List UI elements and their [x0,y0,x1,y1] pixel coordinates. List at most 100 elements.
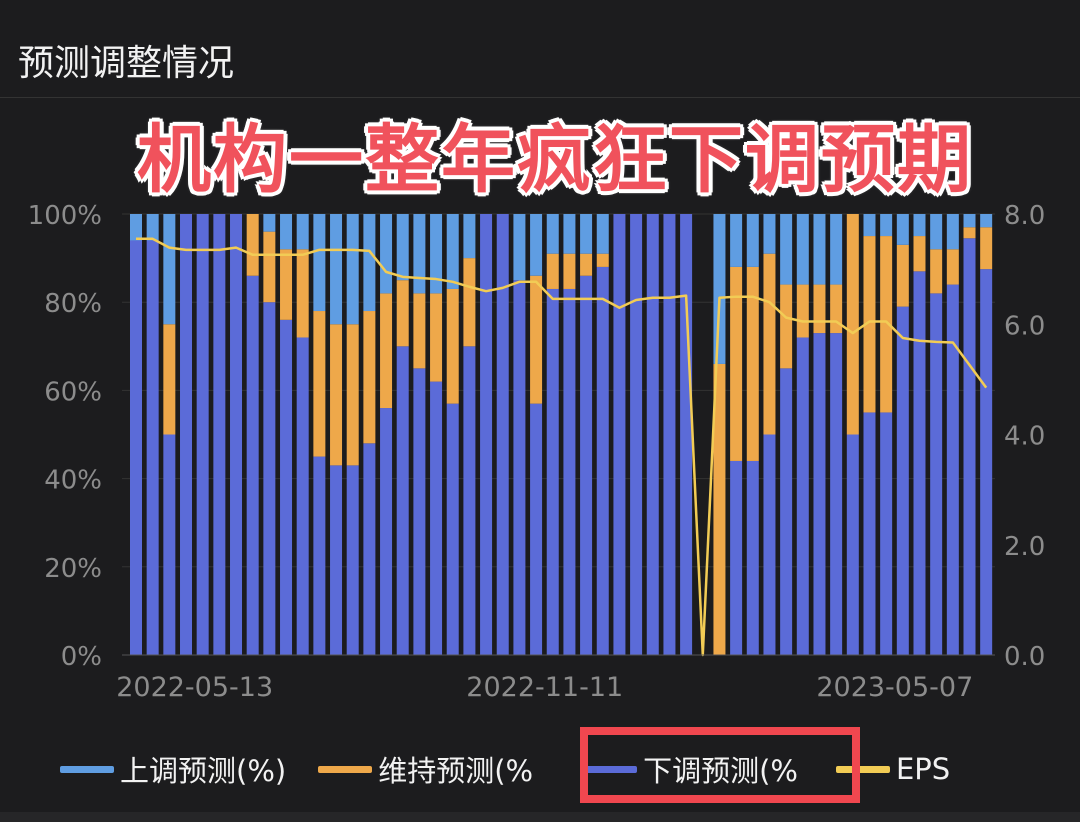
bar-down [646,214,659,655]
bar-up [763,214,776,254]
legend-item-up[interactable]: 上调预测(%) [60,748,286,790]
bar-down [863,412,876,655]
bar-down [480,214,493,655]
bar-down [813,333,826,655]
bar-down [346,465,359,655]
bar-down [396,346,409,655]
bar-up [513,214,526,281]
bar-down [830,333,843,655]
y-right-tick-label: 6.0 [1004,311,1045,341]
bar-up [530,214,543,276]
bar-maintain [396,280,409,347]
bar-down [363,443,376,655]
bar-down [730,460,743,655]
x-tick-label: 2023-05-07 [816,672,973,703]
legend-item-maintain[interactable]: 维持预测(% [318,748,533,790]
bar-down [430,381,443,655]
bar-maintain [763,253,776,435]
bar-maintain [813,284,826,334]
bar-down [330,465,343,655]
bar-up [813,214,826,285]
bar-down [413,368,426,655]
bar-up [780,214,793,285]
bar-up [830,214,843,285]
bar-up [796,214,809,285]
bar-up [880,214,893,237]
bar-up [596,214,609,254]
bar-maintain [463,258,476,347]
bar-down [963,238,976,655]
bar-up [713,214,726,364]
bar-maintain [596,253,609,267]
bar-up [913,214,926,237]
y-right-tick-label: 0.0 [1004,642,1045,672]
legend-item-eps[interactable]: EPS [835,752,951,786]
y-left-tick-label: 80% [44,289,102,319]
chart-title: 预测调整情况 [18,43,235,84]
bar-maintain [446,288,459,404]
bar-up [346,214,359,325]
bar-down [196,214,209,655]
y-right-tick-label: 8.0 [1004,201,1045,231]
bar-up [746,214,759,267]
bar-down [663,214,676,655]
bar-up [313,214,326,312]
bar-down [780,368,793,655]
bar-up [163,214,176,325]
bar-down [913,271,926,655]
bar-maintain [963,227,976,239]
bar-maintain [363,311,376,444]
bar-maintain [746,266,759,461]
bar-maintain [796,284,809,338]
bar-maintain [780,284,793,369]
bar-down [846,434,859,655]
x-tick-label: 2022-05-13 [116,672,273,703]
bar-down [280,319,293,655]
bar-maintain [896,244,909,307]
bar-maintain [246,214,259,276]
bar-down [146,240,159,655]
bar-down [763,434,776,655]
bar-down [880,412,893,655]
x-tick-label: 2022-11-11 [466,672,623,703]
bar-down [613,214,626,655]
bar-up [896,214,909,245]
legend-item-down[interactable]: 下调预测(% [583,748,798,790]
bar-down [980,269,993,655]
legend-swatch-eps [835,765,890,773]
legend-label: 维持预测(% [378,754,534,788]
bar-maintain [880,236,893,413]
bar-up [330,214,343,325]
legend-swatch-maintain [318,765,373,773]
bar-maintain [563,253,576,289]
bar-down [463,346,476,655]
bar-maintain [163,324,176,435]
bar-maintain [313,311,326,457]
bar-maintain [580,253,593,276]
y-left-tick-label: 60% [44,377,102,407]
legend-label: 上调预测(%) [120,754,287,788]
bar-up [963,214,976,228]
bar-maintain [546,253,559,289]
bar-down [130,240,142,655]
bar-up [280,214,293,250]
bar-up [730,214,743,267]
bar-down [546,288,559,655]
legend-swatch-up [60,765,114,773]
bar-down [580,275,593,655]
bar-up [396,214,409,281]
bar-maintain [980,227,993,270]
bar-maintain [913,236,926,272]
bar-down [746,460,759,655]
bar-up [380,214,393,294]
bar-up [146,214,159,241]
bar-down [380,408,393,655]
bar-down [163,434,176,655]
bar-up [413,214,426,294]
legend-label: EPS [895,752,951,786]
bar-maintain [863,236,876,413]
bar-up [296,214,309,250]
y-left-tick-label: 40% [44,466,102,496]
bar-maintain [413,293,426,369]
header-divider [0,97,1080,98]
